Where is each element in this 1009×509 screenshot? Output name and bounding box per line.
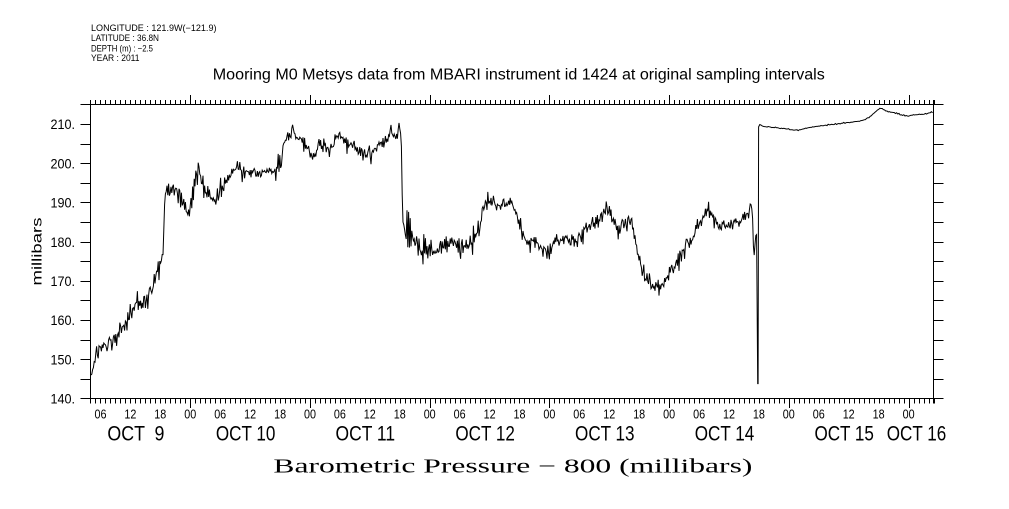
svg-text:LONGITUDE : 121.9W(−121.9): LONGITUDE : 121.9W(−121.9) [91, 23, 217, 33]
svg-text:06: 06 [693, 406, 705, 421]
svg-text:12: 12 [124, 406, 136, 421]
svg-text:Mooring M0 Metsys data from MB: Mooring M0 Metsys data from MBARI instru… [213, 67, 825, 84]
svg-text:160.: 160. [51, 313, 76, 328]
svg-text:OCT 9: OCT 9 [107, 423, 164, 446]
svg-text:OCT 10: OCT 10 [216, 423, 276, 446]
svg-text:12: 12 [364, 406, 376, 421]
svg-text:06: 06 [214, 406, 226, 421]
svg-text:06: 06 [573, 406, 585, 421]
svg-text:18: 18 [514, 406, 526, 421]
svg-text:00: 00 [543, 406, 555, 421]
svg-text:YEAR : 2011: YEAR : 2011 [91, 53, 140, 63]
svg-text:150.: 150. [51, 352, 76, 367]
svg-text:06: 06 [95, 406, 107, 421]
svg-text:OCT 14: OCT 14 [695, 423, 755, 446]
svg-text:OCT 11: OCT 11 [336, 423, 396, 446]
svg-text:200.: 200. [51, 156, 76, 171]
svg-text:06: 06 [454, 406, 466, 421]
svg-text:18: 18 [873, 406, 885, 421]
svg-text:18: 18 [394, 406, 406, 421]
svg-text:140.: 140. [51, 392, 76, 407]
svg-text:00: 00 [903, 406, 915, 421]
svg-text:LATITUDE : 36.8N: LATITUDE : 36.8N [91, 33, 159, 43]
svg-text:18: 18 [154, 406, 166, 421]
svg-text:12: 12 [244, 406, 256, 421]
svg-text:06: 06 [813, 406, 825, 421]
svg-text:OCT 15: OCT 15 [814, 423, 874, 446]
svg-text:Barometric Pressure − 800 (mil: Barometric Pressure − 800 (millibars) [273, 456, 752, 478]
svg-text:OCT 13: OCT 13 [575, 423, 635, 446]
svg-text:OCT 16: OCT 16 [887, 423, 947, 446]
svg-text:210.: 210. [51, 117, 76, 132]
svg-text:OCT 12: OCT 12 [455, 423, 515, 446]
svg-text:12: 12 [843, 406, 855, 421]
svg-text:170.: 170. [51, 274, 76, 289]
svg-text:00: 00 [184, 406, 196, 421]
svg-text:00: 00 [304, 406, 316, 421]
svg-text:12: 12 [484, 406, 496, 421]
svg-text:00: 00 [663, 406, 675, 421]
svg-text:DEPTH (m) : −2.5: DEPTH (m) : −2.5 [91, 43, 153, 53]
svg-text:18: 18 [274, 406, 286, 421]
svg-text:190.: 190. [51, 196, 76, 211]
svg-text:millibars: millibars [29, 217, 44, 285]
svg-text:00: 00 [424, 406, 436, 421]
svg-text:06: 06 [334, 406, 346, 421]
svg-text:18: 18 [633, 406, 645, 421]
svg-text:12: 12 [603, 406, 615, 421]
svg-text:18: 18 [753, 406, 765, 421]
svg-text:12: 12 [723, 406, 735, 421]
svg-text:00: 00 [783, 406, 795, 421]
svg-text:180.: 180. [51, 235, 76, 250]
